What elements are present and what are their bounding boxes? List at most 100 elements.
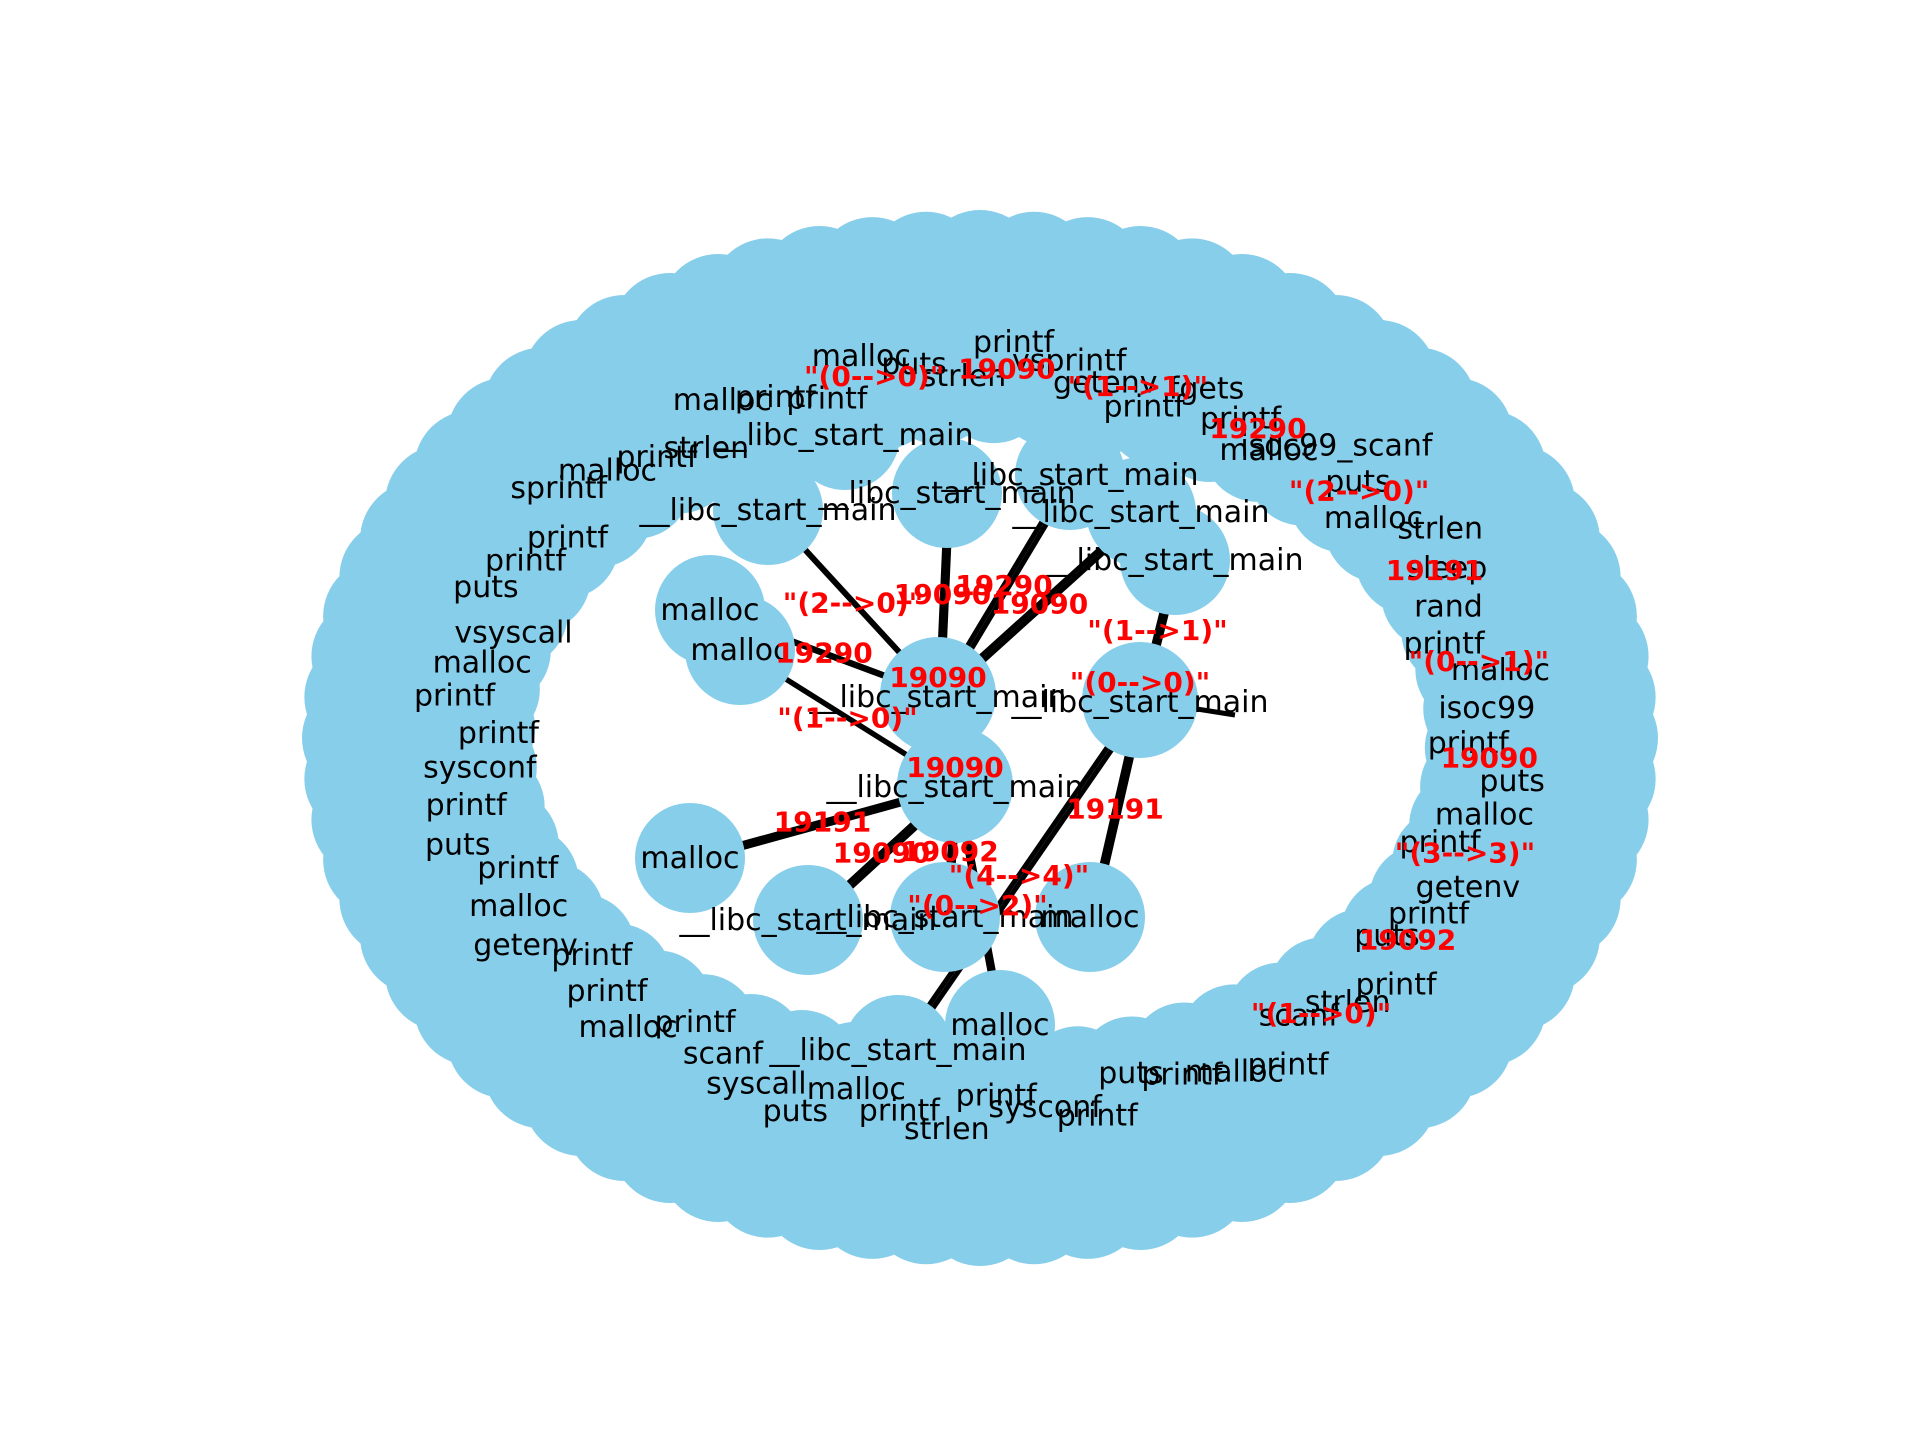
node-label: printf (458, 716, 540, 751)
graph-node (713, 455, 823, 565)
outer-node-ring (302, 210, 1658, 1266)
hub-id-label: 19090 (906, 751, 1003, 784)
edge-label: "(3-->3)" (1395, 836, 1535, 869)
node-label: rand (1414, 589, 1483, 624)
edge-label: "(1-->0)" (1251, 997, 1391, 1030)
edge-label: "(2-->0)" (783, 587, 923, 620)
node-label: printf (1403, 627, 1485, 662)
node-label: printf (616, 440, 698, 475)
node-label: malloc (469, 889, 568, 924)
node-label: strlen (921, 359, 1007, 394)
node-label: printf (735, 380, 817, 415)
node-label: printf (1141, 1057, 1223, 1092)
graph-node (655, 555, 765, 665)
node-label: __libc_start_main (768, 1033, 1026, 1068)
node-label: printf (956, 1078, 1038, 1113)
node-label: printf (859, 1094, 941, 1129)
node-label: printf (973, 325, 1055, 360)
node-label: malloc (433, 645, 532, 680)
edge-label: "(1-->1)" (1068, 370, 1208, 403)
node-label: puts (881, 347, 946, 382)
hub-id-label: 19090 (889, 661, 986, 694)
node-label: strlen (1305, 985, 1391, 1020)
node-label: __libc_start_main (1045, 543, 1303, 578)
edge-label: 19090 (894, 578, 991, 611)
node-label: malloc (558, 453, 657, 488)
edge-label: 19090 (1441, 742, 1538, 775)
graph-node (1035, 862, 1145, 972)
node-label: printf (654, 1005, 736, 1040)
edge-label: "(4-->4)" (949, 859, 1089, 892)
edge-label: "(0-->1)" (1409, 645, 1549, 678)
node-label: malloc (1324, 501, 1423, 536)
node-label: scanf (683, 1036, 765, 1071)
node-label: sprintf (510, 471, 608, 506)
graph-node (1015, 420, 1125, 530)
node-label: malloc (1185, 1055, 1284, 1090)
node-label: printf (551, 938, 633, 973)
edge-label-layer: 1909019090"(0-->0)"190901929019090192901… (774, 353, 1549, 1031)
node-label: printf (566, 974, 648, 1009)
node-label: printf (1428, 726, 1510, 761)
node-label: sysconf (988, 1090, 1103, 1125)
hub-node (880, 637, 996, 753)
node-label: printf (414, 679, 496, 714)
node-label: strlen (1397, 511, 1483, 546)
node-label: printf (485, 543, 567, 578)
edge-label: 19191 (774, 806, 871, 839)
node-label: printf (477, 851, 559, 886)
node-label: printf (426, 788, 508, 823)
edge-label: 19090 (991, 588, 1088, 621)
node-label: isoc99 (1438, 691, 1535, 726)
graph-node (1424, 692, 1535, 803)
node-label: printf (786, 381, 868, 416)
node-label: printf (1104, 389, 1186, 424)
node-label: sysconf (423, 751, 538, 786)
node-label: sleep (1407, 551, 1487, 586)
node-label: __libc_start_main (1011, 495, 1269, 530)
node-label: getenv (1416, 870, 1521, 905)
node-label: syscall (706, 1066, 807, 1101)
node-label: malloc (579, 1010, 678, 1045)
node-label: printf (1400, 825, 1482, 860)
node-label: __libc_start_main (678, 903, 936, 938)
edge-label: 19092 (1359, 924, 1456, 957)
node-label: malloc (807, 1072, 906, 1107)
node-label: puts (1479, 764, 1544, 799)
node-label: printf (527, 521, 609, 556)
edge-label: "(0-->2)" (907, 889, 1047, 922)
node-label: __libc_start_main (638, 493, 896, 528)
graph-node (753, 865, 863, 975)
edge-label: "(1-->1)" (1087, 614, 1227, 647)
node-label: __libc_start_main (815, 900, 1073, 935)
graph-node (635, 803, 745, 913)
node-label: malloc (812, 339, 911, 374)
graph-edge (895, 698, 1143, 1052)
edge-label: "(2-->0)" (1289, 475, 1429, 508)
node-label: __libc_start_main (715, 418, 973, 453)
node-label: malloc (640, 841, 739, 876)
edge-label: 19191 (1066, 793, 1163, 826)
hub-node (1082, 642, 1198, 758)
node-label: malloc (1219, 433, 1318, 468)
node-label: getenv (1053, 365, 1158, 400)
graph-node (843, 995, 953, 1105)
node-label: vsyscall (454, 615, 572, 650)
node-label: printf (1248, 1048, 1330, 1083)
node-label: malloc (1040, 900, 1139, 935)
edge-label: "(0-->0)" (804, 360, 944, 393)
inner-node-cluster (635, 380, 1230, 1105)
graph-node (1120, 505, 1230, 615)
node-label: strlen (664, 431, 750, 466)
edge-label: 19090 (958, 353, 1055, 386)
node-label: malloc (660, 593, 759, 628)
hub-label: __libc_start_main (1010, 685, 1268, 720)
graph-node (890, 862, 1000, 972)
node-label: puts (1325, 465, 1390, 500)
node-label: strlen (904, 1112, 990, 1147)
node-label: getenv (473, 928, 578, 963)
hub-id-label: "(0-->0)" (1070, 666, 1210, 699)
graph-edge (899, 701, 1147, 1055)
node-label-layer: printfgetenvprintfputsprintfstrlenscanfp… (414, 325, 1550, 1147)
